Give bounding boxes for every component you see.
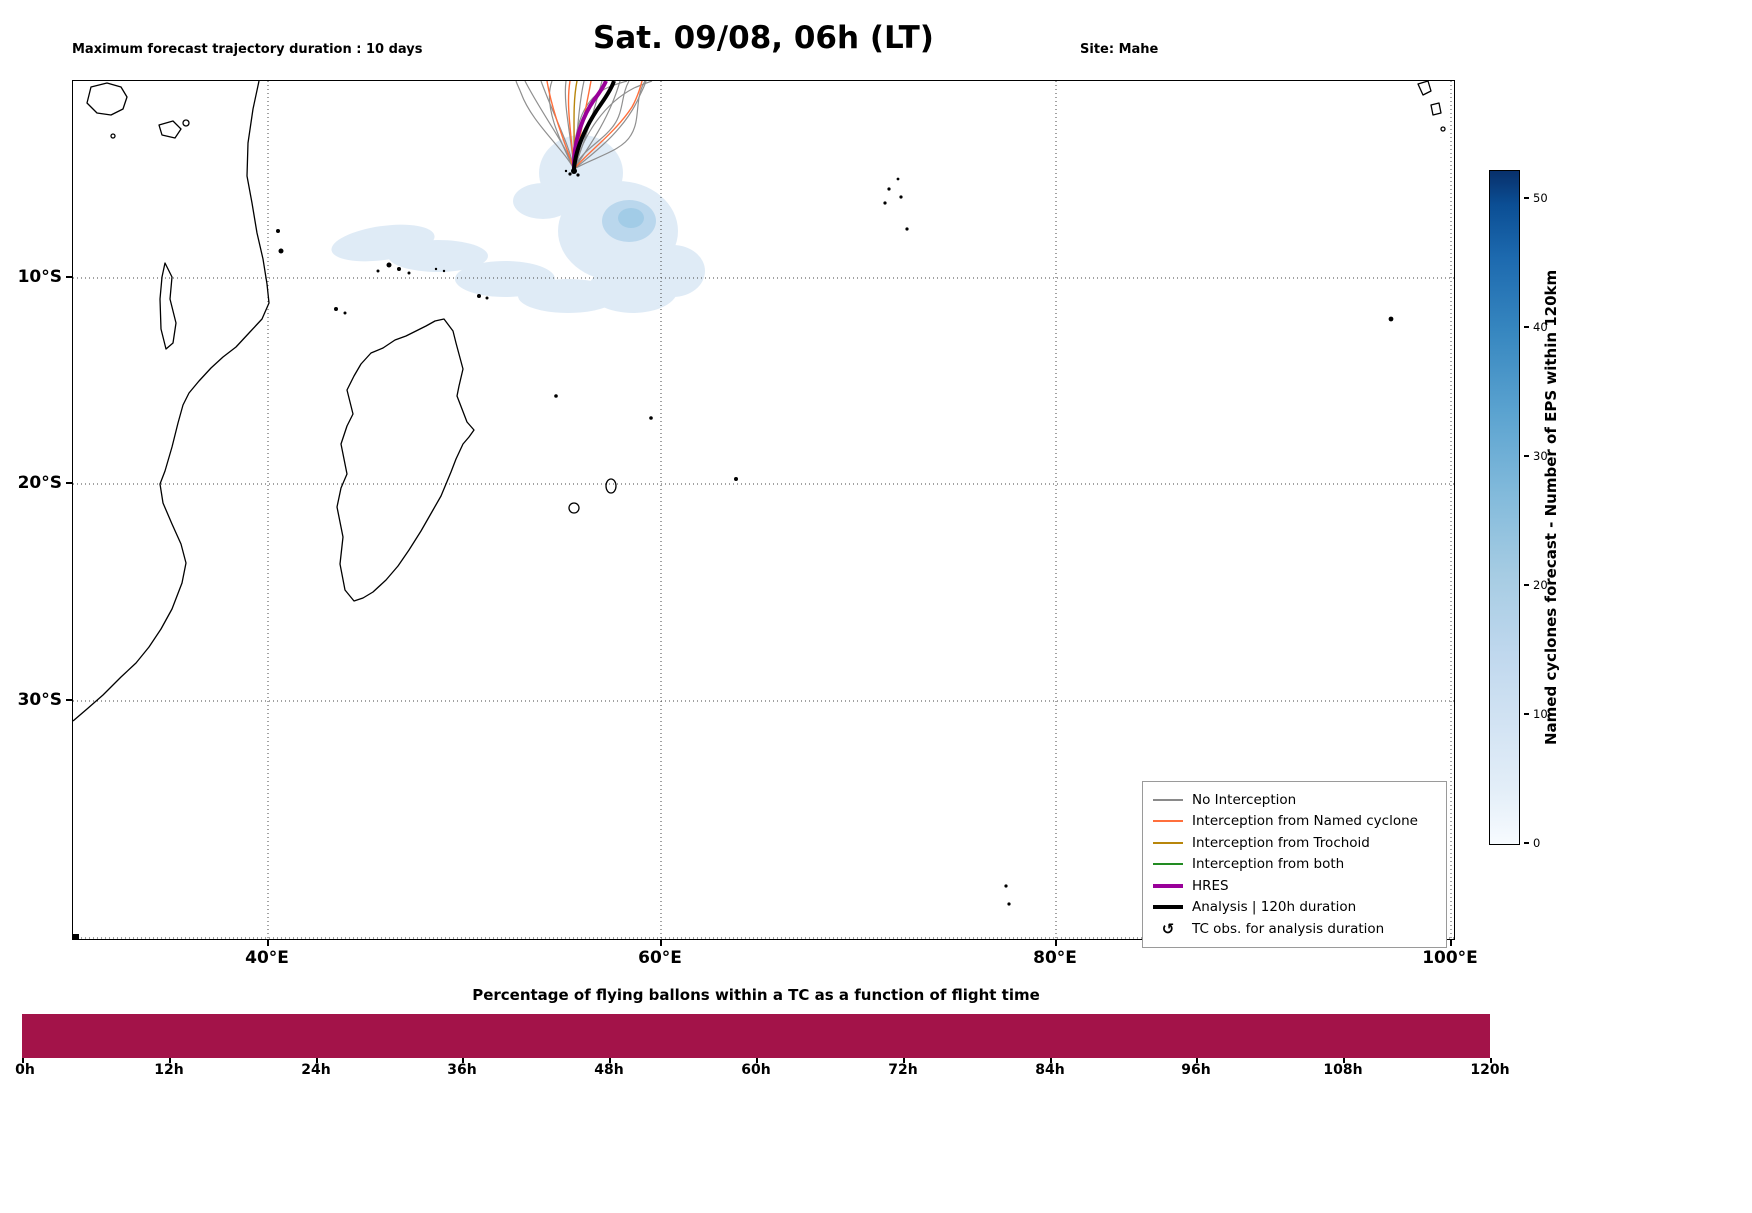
bc-tickmark — [1343, 1058, 1345, 1063]
lake-victoria — [86, 82, 128, 116]
hres-trajectory — [571, 81, 608, 170]
xtick-mark-100e — [1450, 940, 1452, 946]
bc-tick-24h: 24h — [301, 1062, 331, 1078]
coastlines — [73, 81, 1446, 722]
green-line-swatch — [1153, 863, 1183, 866]
colorbar-tickmark — [1524, 197, 1529, 199]
colorbar-tickmark — [1524, 584, 1529, 586]
ytick-label-30s: 30°S — [17, 690, 62, 710]
bc-tickmark — [1490, 1058, 1492, 1063]
legend-label: TC obs. for analysis duration — [1192, 920, 1385, 937]
xtick-label-40e: 40°E — [245, 948, 289, 968]
legend-label: HRES — [1192, 877, 1229, 894]
orange-line-swatch — [1153, 820, 1183, 823]
bc-tick-72h: 72h — [888, 1062, 918, 1078]
xtick-mark-60e — [660, 940, 662, 946]
ytick-mark-20s — [66, 482, 72, 484]
black-line-swatch — [1153, 905, 1183, 910]
xtick-label-100e: 100°E — [1422, 948, 1478, 968]
bc-tickmark — [756, 1058, 758, 1063]
colorbar-tick-40: 40 — [1524, 320, 1548, 334]
legend-item-no-interception: No Interception — [1153, 789, 1436, 811]
flight-time-bar — [22, 1014, 1490, 1058]
colorbar-axis-label: Named cyclones forecast - Number of EPS … — [1542, 269, 1560, 746]
cyclone-density-shading — [331, 135, 705, 313]
colorbar-tickmark — [1524, 842, 1529, 844]
legend-label: Interception from Trochoid — [1192, 834, 1370, 851]
ytick-mark-10s — [66, 276, 72, 278]
bc-tick-12h: 12h — [154, 1062, 184, 1078]
bc-tick-0h: 0h — [15, 1062, 35, 1078]
bc-tick-120h: 120h — [1470, 1062, 1510, 1078]
legend-item-hres: HRES — [1153, 875, 1436, 897]
colorbar-tick-10: 10 — [1524, 707, 1548, 721]
ytick-label-20s: 20°S — [17, 473, 62, 493]
madagascar-coastline — [336, 318, 475, 602]
far-right-island-2 — [1430, 102, 1442, 116]
analysis-trajectory — [572, 81, 616, 170]
reunion-island — [568, 502, 580, 514]
ytick-mark-30s — [66, 699, 72, 701]
lake-malawi — [159, 262, 177, 350]
bottom-chart-title: Percentage of flying ballons within a TC… — [472, 986, 1040, 1004]
legend-item-tc-obs: ↺ TC obs. for analysis duration — [1153, 918, 1436, 940]
far-right-island-1 — [1417, 81, 1432, 96]
param-max-duration: Maximum forecast trajectory duration : 1… — [72, 42, 423, 57]
map-plot-area: No Interception Interception from Named … — [72, 80, 1456, 948]
small-islands — [73, 177, 1394, 940]
bc-tickmark — [609, 1058, 611, 1063]
figure-title: Sat. 09/08, 06h (LT) — [593, 20, 934, 56]
bc-tickmark — [169, 1058, 171, 1063]
africa-coastline — [73, 81, 270, 722]
mauritius-island — [605, 478, 617, 494]
purple-line-swatch — [1153, 883, 1183, 888]
rotate-ccw-icon: ↺ — [1161, 919, 1175, 938]
xtick-label-60e: 60°E — [638, 948, 682, 968]
bc-tickmark — [316, 1058, 318, 1063]
legend-item-trochoid: Interception from Trochoid — [1153, 832, 1436, 854]
map-canvas — [73, 81, 1456, 941]
legend-item-both: Interception from both — [1153, 854, 1436, 876]
gray-line-swatch — [1153, 798, 1183, 801]
colorbar — [1489, 170, 1520, 845]
colorbar-tick-20: 20 — [1524, 578, 1548, 592]
colorbar-tickmark — [1524, 326, 1529, 328]
bc-tickmark — [462, 1058, 464, 1063]
xtick-mark-80e — [1055, 940, 1057, 946]
legend-label: No Interception — [1192, 791, 1297, 808]
bc-tick-48h: 48h — [594, 1062, 624, 1078]
legend-label: Interception from Named cyclone — [1192, 813, 1418, 830]
colorbar-tickmark — [1524, 713, 1529, 715]
ytick-label-10s: 10°S — [17, 267, 62, 287]
colorbar-tickmark — [1524, 455, 1529, 457]
bc-tick-60h: 60h — [741, 1062, 771, 1078]
legend-item-named-cyclone: Interception from Named cyclone — [1153, 811, 1436, 833]
lake-small-1 — [158, 120, 182, 139]
legend-label: Analysis | 120h duration — [1192, 899, 1357, 916]
legend-item-analysis: Analysis | 120h duration — [1153, 897, 1436, 919]
bc-tick-36h: 36h — [447, 1062, 477, 1078]
olive-line-swatch — [1153, 841, 1183, 844]
colorbar-tick-30: 30 — [1524, 449, 1548, 463]
colorbar-tick-50: 50 — [1524, 191, 1548, 205]
param-site: Site: Mahe — [1080, 42, 1159, 57]
bc-tickmark — [22, 1058, 24, 1063]
xtick-label-80e: 80°E — [1033, 948, 1077, 968]
xtick-mark-40e — [267, 940, 269, 946]
bc-tick-84h: 84h — [1035, 1062, 1065, 1078]
legend-label: Interception from both — [1192, 856, 1345, 873]
bc-tick-108h: 108h — [1323, 1062, 1363, 1078]
bc-tickmark — [903, 1058, 905, 1063]
tc-observation-points — [564, 168, 580, 177]
colorbar-tick-0: 0 — [1524, 836, 1540, 850]
map-legend: No Interception Interception from Named … — [1142, 781, 1447, 948]
bc-tickmark — [1196, 1058, 1198, 1063]
bc-tick-96h: 96h — [1181, 1062, 1211, 1078]
bc-tickmark — [1050, 1058, 1052, 1063]
